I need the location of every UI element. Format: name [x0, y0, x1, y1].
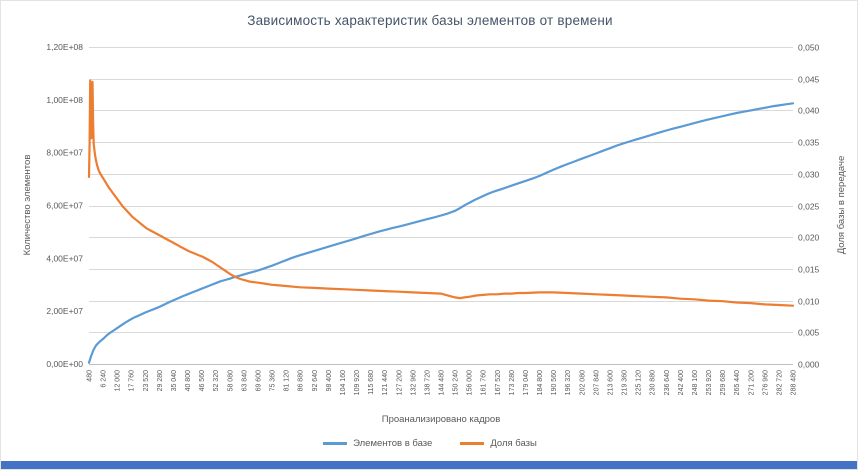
x-axis-tick-label: 144 480 — [439, 370, 446, 395]
x-axis-tick-label: 23 520 — [143, 370, 150, 392]
x-axis-tick-label: 480 — [87, 370, 94, 382]
right-axis-tick-label: 0,005 — [798, 328, 820, 338]
x-axis-tick-label: 276 960 — [762, 370, 769, 395]
x-axis-tick-label: 40 800 — [185, 370, 192, 392]
x-axis-tick-label: 190 560 — [551, 370, 558, 395]
x-axis-tick-label: 115 680 — [368, 370, 375, 395]
bottom-bar — [1, 461, 857, 469]
x-axis-tick-label: 184 800 — [537, 370, 544, 395]
left-axis-tick-label: 2,00E+07 — [46, 306, 83, 316]
x-axis-tick-label: 52 320 — [213, 370, 220, 392]
x-axis-tick-label: 248 160 — [692, 370, 699, 395]
legend-item-share[interactable]: Доля базы — [460, 438, 537, 449]
x-axis-tick-label: 92 640 — [312, 370, 319, 392]
left-axis-tick-label: 1,20E+08 — [46, 42, 83, 52]
legend-item-elements[interactable]: Элементов в базе — [323, 438, 432, 449]
x-axis-tick-label: 121 440 — [382, 370, 389, 395]
right-axis-tick-label: 0,025 — [798, 202, 820, 212]
x-axis-tick-label: 288 480 — [791, 370, 798, 395]
right-axis-tick-label: 0,020 — [798, 233, 820, 243]
left-axis-tick-label: 1,00E+08 — [46, 95, 83, 105]
x-axis-tick-label: 167 520 — [495, 370, 502, 395]
right-axis-tick-label: 0,015 — [798, 265, 820, 275]
x-axis-tick-label: 17 760 — [129, 370, 136, 392]
right-axis-tick-label: 0,035 — [798, 138, 820, 148]
left-axis-tick-label: 6,00E+07 — [46, 201, 83, 211]
x-axis-tick-label: 225 120 — [636, 370, 643, 395]
right-axis-tick-label: 0,010 — [798, 297, 820, 307]
series-line-share[interactable] — [87, 79, 795, 307]
x-axis-tick-label: 265 440 — [734, 370, 741, 395]
right-axis-tick-label: 0,040 — [798, 106, 820, 116]
x-axis-tick-label: 127 200 — [396, 370, 403, 395]
x-axis-tick-label: 161 760 — [481, 370, 488, 395]
x-axis-tick-label: 230 880 — [650, 370, 657, 395]
chart-title: Зависимость характеристик базы элементов… — [247, 13, 613, 28]
right-axis-tick-label: 0,000 — [798, 360, 820, 370]
x-axis-tick-label: 207 840 — [593, 370, 600, 395]
x-axis-tick-label: 282 720 — [776, 370, 783, 395]
x-axis-tick-label: 150 240 — [453, 370, 460, 395]
x-axis-tick-label: 12 000 — [115, 370, 122, 392]
x-axis-tick-label: 138 720 — [424, 370, 431, 395]
legend-label-share: Доля базы — [490, 438, 537, 449]
x-axis-tick-label: 63 840 — [241, 370, 248, 392]
x-axis-tick-label: 132 960 — [410, 370, 417, 395]
series-line-elements[interactable] — [87, 102, 795, 364]
legend-label-elements: Элементов в базе — [353, 438, 433, 449]
x-axis-tick-label: 81 120 — [284, 370, 291, 392]
x-axis-tick-label: 98 400 — [326, 370, 333, 392]
x-axis-tick-label: 219 360 — [622, 370, 629, 395]
right-axis-tick-label: 0,045 — [798, 75, 820, 85]
x-axis-tick-label: 29 280 — [157, 370, 164, 392]
x-axis-tick-label: 236 640 — [664, 370, 671, 395]
x-axis-tick-label: 242 400 — [678, 370, 685, 395]
x-axis-tick-label: 196 320 — [565, 370, 572, 395]
x-axis-tick-label: 35 040 — [171, 370, 178, 392]
x-axis-tick-label: 173 280 — [509, 370, 516, 395]
x-axis-tick-label: 156 000 — [467, 370, 474, 395]
legend: Элементов в базе Доля базы — [1, 438, 857, 449]
x-axis-title: Проанализировано кадров — [381, 414, 501, 425]
left-axis-tick-label: 4,00E+07 — [46, 253, 83, 263]
x-axis-tick-label: 259 680 — [720, 370, 727, 395]
x-axis-tick-label: 6 240 — [101, 370, 108, 388]
x-axis-tick-label: 271 200 — [748, 370, 755, 395]
x-axis-tick-label: 253 920 — [706, 370, 713, 395]
right-axis-tick-label: 0,030 — [798, 170, 820, 180]
x-axis-tick-label: 58 080 — [227, 370, 234, 392]
legend-line-share-icon — [460, 442, 485, 445]
left-axis-tick-label: 8,00E+07 — [46, 148, 83, 158]
x-axis-tick-label: 86 880 — [298, 370, 305, 392]
x-axis-tick-label: 109 920 — [354, 370, 361, 395]
x-axis-tick-label: 69 600 — [255, 370, 262, 392]
x-axis-tick-label: 46 560 — [199, 370, 206, 392]
x-axis-tick-label: 179 040 — [523, 370, 530, 395]
x-axis-tick-label: 104 160 — [340, 370, 347, 395]
x-axis-tick-label: 202 080 — [579, 370, 586, 395]
right-axis-tick-label: 0,050 — [798, 43, 820, 53]
x-axis-tick-label: 213 600 — [607, 370, 614, 395]
left-axis-tick-label: 0,00E+00 — [46, 359, 83, 369]
x-axis-tick-label: 75 360 — [270, 370, 277, 392]
legend-line-elements-icon — [323, 442, 348, 445]
